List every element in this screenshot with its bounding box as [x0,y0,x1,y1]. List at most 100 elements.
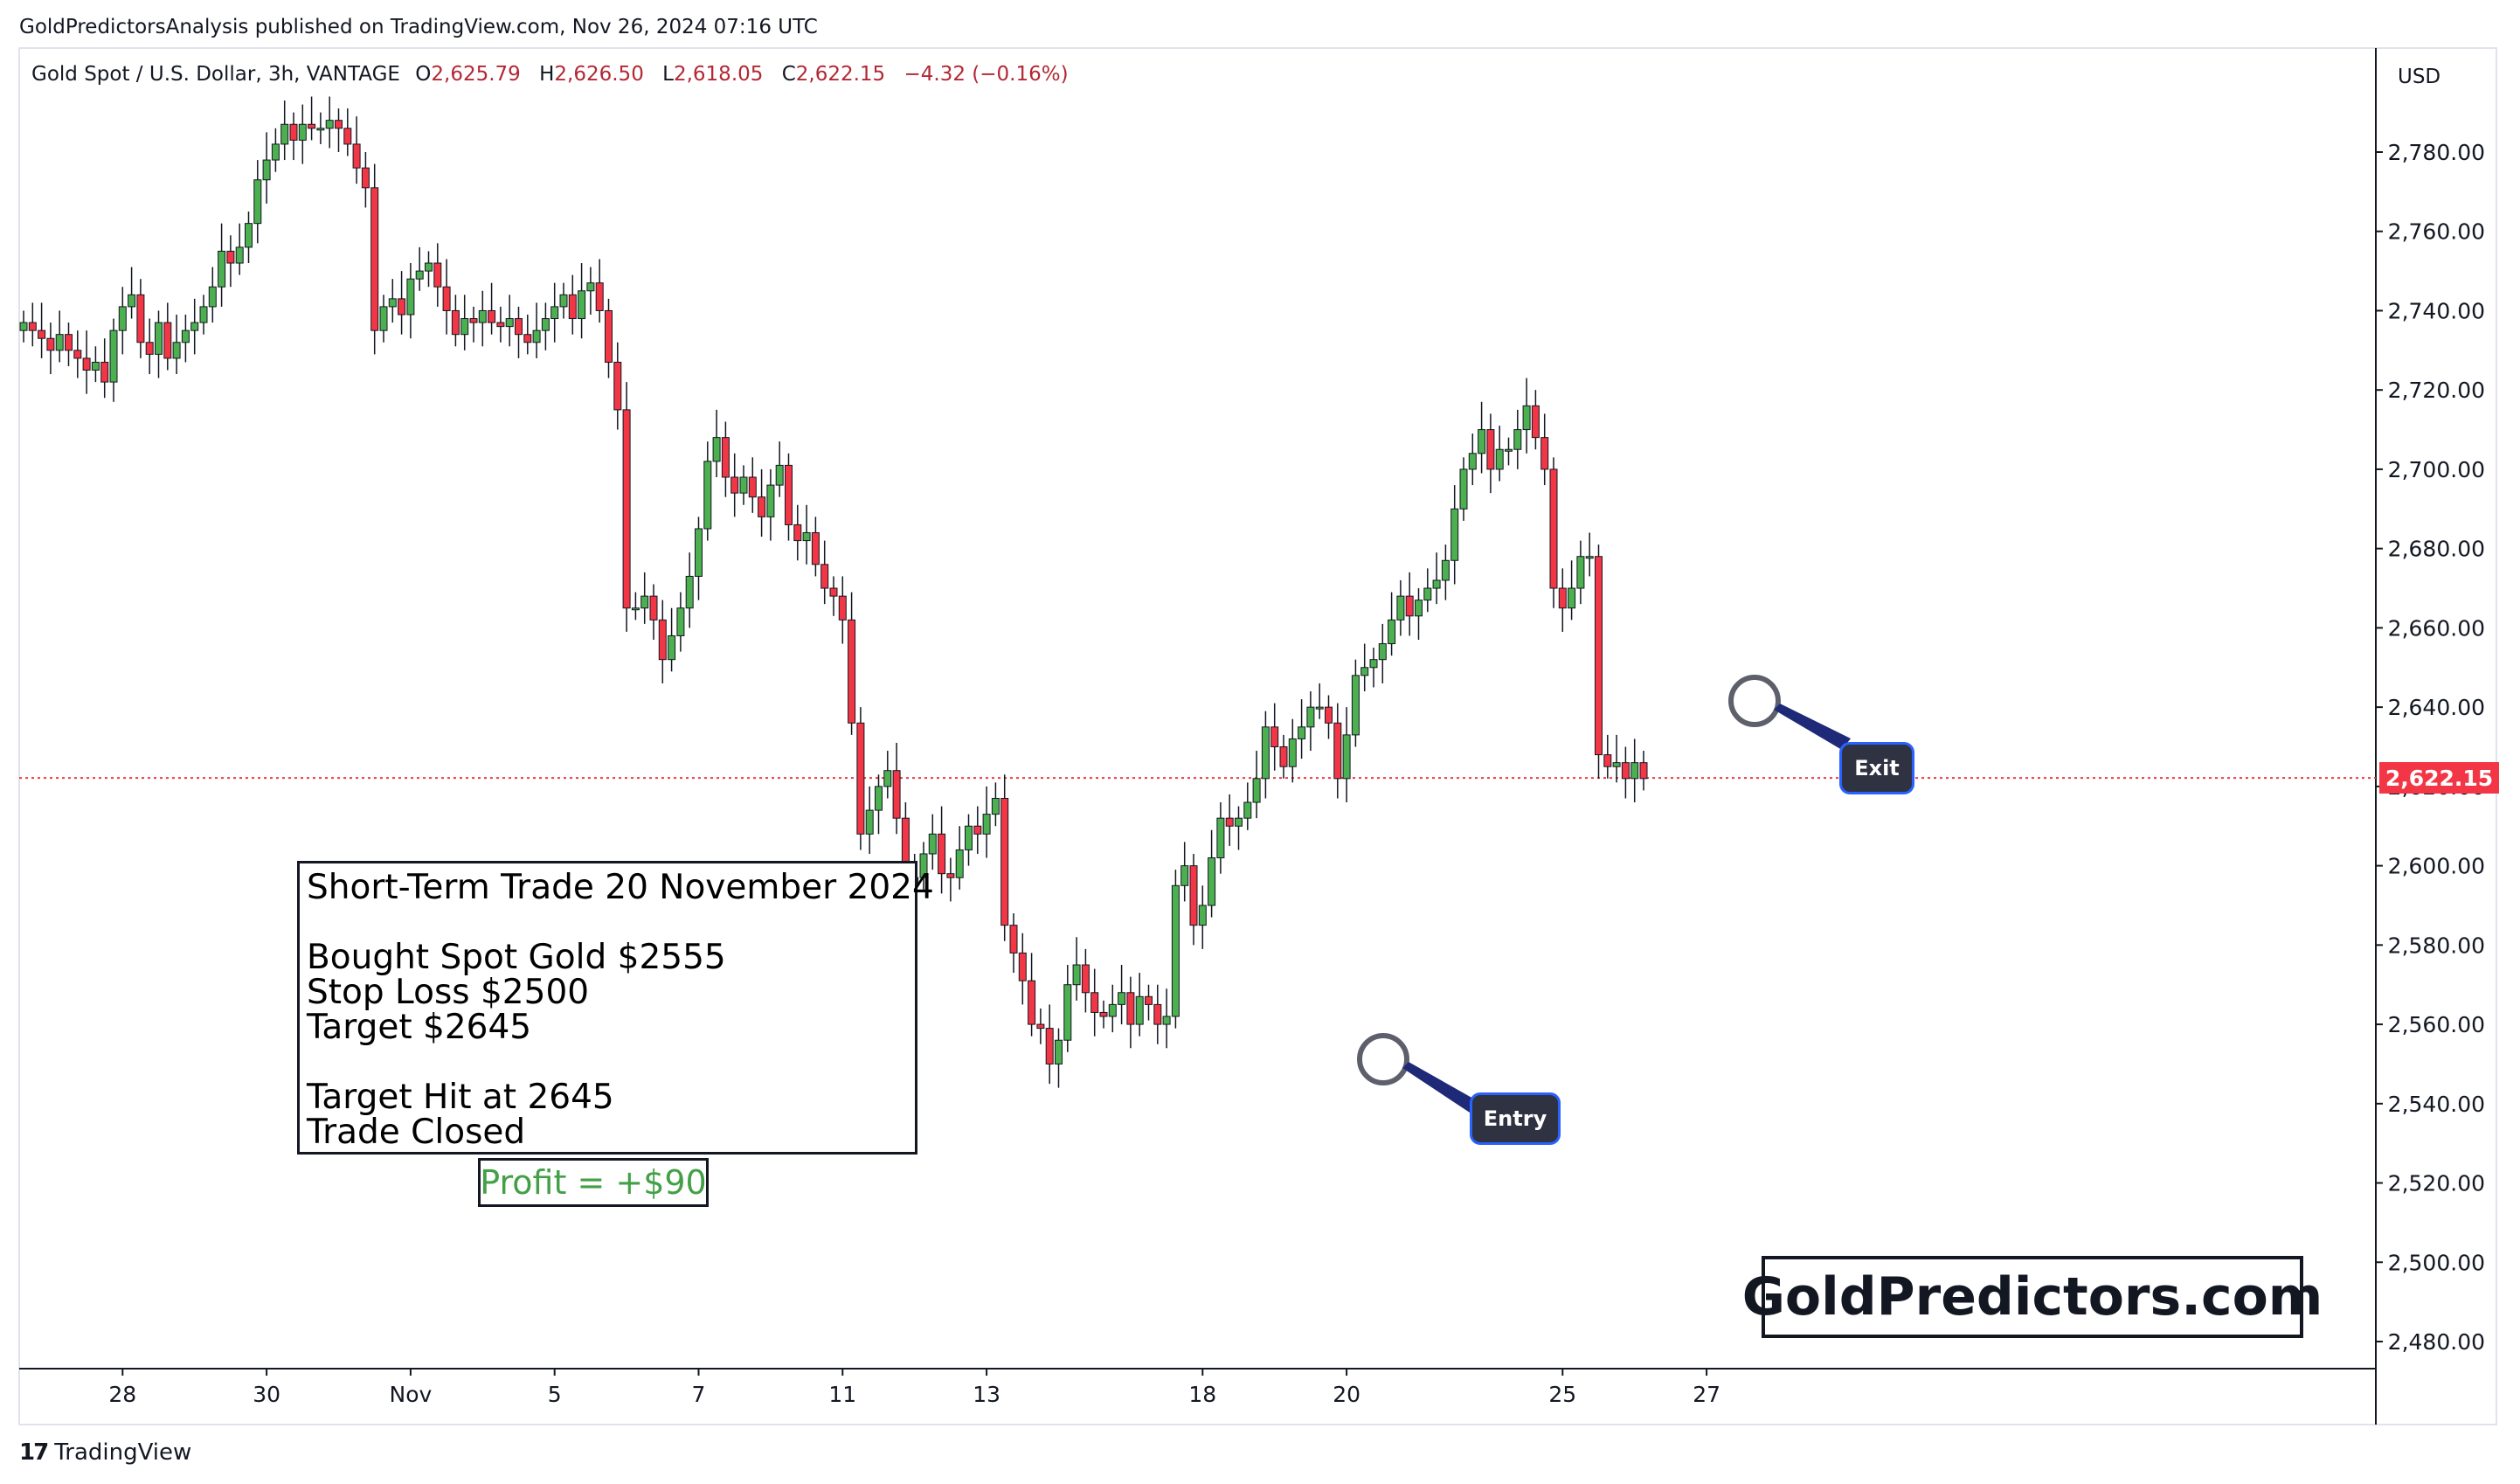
candle [883,770,892,787]
candle [712,437,721,462]
exit-label: Exit [1839,742,1914,794]
candle [613,361,622,411]
brand-watermark: GoldPredictors.com [1742,1256,2323,1338]
candle [640,595,649,609]
candle [1180,865,1189,886]
candle [289,123,298,141]
trade-line-buy: Bought Spot Gold $2555 [307,938,726,977]
candle [335,120,343,129]
candle [505,318,514,328]
candle [73,350,82,359]
candle [703,461,712,530]
candle [730,476,739,494]
candle [649,595,658,621]
currency-label[interactable]: USD [2398,66,2440,88]
candle [155,322,163,355]
candle [433,262,442,288]
y-tick-label: 2,660.00 [2388,615,2485,641]
candle [172,342,181,359]
x-tick-label: 11 [828,1382,856,1407]
ohlc-change: −4.32 (−0.16%) [904,63,1069,86]
instrument-header: Gold Spot / U.S. Dollar, 3h, VANTAGE O2,… [31,63,1069,86]
x-tick-label: 5 [548,1382,562,1407]
y-tick-label: 2,700.00 [2388,457,2485,482]
y-tick-label: 2,560.00 [2388,1012,2485,1037]
x-tick-label: 7 [692,1382,706,1407]
candle [965,825,973,850]
candle [1235,817,1243,827]
x-tick-label: Nov [390,1382,433,1407]
tradingview-footer[interactable]: 17 TradingView [19,1439,191,1466]
candle [469,318,478,323]
candle [1009,925,1018,954]
candle [245,223,253,248]
x-tick-label: 27 [1693,1382,1720,1407]
candle [118,306,127,331]
candle [605,309,613,363]
candle [1468,453,1477,470]
tradingview-logo-icon: 17 [19,1439,49,1466]
trade-title: Short-Term Trade 20 November 2024 [307,868,934,907]
candle [1000,797,1009,926]
y-tick-label: 2,760.00 [2388,219,2485,245]
trade-line-closed: Trade Closed [307,1113,526,1152]
candle [1388,619,1396,645]
candle [1333,722,1342,780]
candle [1090,992,1099,1013]
candle [1306,706,1315,728]
candle [1198,905,1207,926]
candle [946,873,955,878]
candle [739,476,748,494]
candle [46,337,55,351]
candle [352,143,361,169]
candle [1108,1003,1117,1017]
candle [541,318,550,331]
ohlc-low: 2,618.05 [674,63,763,86]
candle [523,334,532,343]
candle [1162,1016,1171,1025]
candle [676,607,685,636]
candle [1495,448,1504,470]
candle [766,484,775,517]
candle [1072,964,1081,986]
candle [316,128,325,131]
candle [109,329,118,383]
candle [1639,762,1648,780]
candle [406,278,415,316]
candle [1595,556,1603,756]
candle [163,322,172,359]
candle [271,143,280,161]
entry-marker [1357,1033,1481,1114]
candle [1171,884,1180,1017]
candle [1360,667,1369,676]
ohlc-open: 2,625.79 [431,63,520,86]
candle [1369,659,1378,669]
candle [1486,429,1495,470]
candle [1459,468,1468,510]
candles-layer [19,96,1648,1088]
candle [398,298,406,316]
trade-line-hit: Target Hit at 2645 [307,1078,614,1117]
x-tick-label: 13 [973,1382,1000,1407]
candle [1135,995,1144,1025]
candle [19,322,28,331]
candle [973,825,982,835]
candle [1126,992,1135,1025]
candle [1585,556,1594,559]
candle [361,167,370,189]
candle [1540,437,1549,470]
time-axis: 28 30 Nov 5 7 11 13 18 20 25 27 [108,1369,1720,1407]
candle [451,309,460,336]
candle [1298,726,1306,739]
candle [496,322,505,328]
price-axis: 2,480.00 2,500.00 2,520.00 2,540.00 2,560.00… [2376,140,2485,1355]
y-tick-label: 2,520.00 [2388,1171,2485,1196]
candle [578,290,586,320]
y-tick-label: 2,640.00 [2388,695,2485,720]
candle [982,814,991,835]
candle [1405,595,1414,617]
candle [1325,706,1333,724]
candle [811,532,820,565]
y-tick-label: 2,740.00 [2388,298,2485,323]
